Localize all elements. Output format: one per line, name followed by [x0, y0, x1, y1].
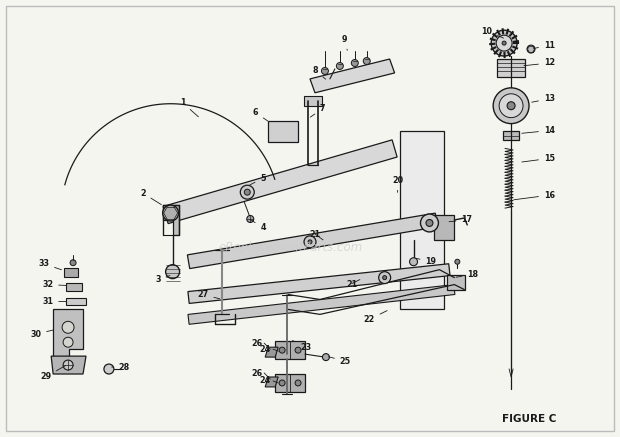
Circle shape [455, 259, 460, 264]
Bar [66, 298, 86, 305]
Text: 13: 13 [532, 94, 555, 103]
Circle shape [304, 236, 316, 248]
Circle shape [379, 272, 391, 284]
Circle shape [70, 260, 76, 266]
Text: 21: 21 [309, 230, 321, 239]
Polygon shape [400, 131, 445, 309]
Text: 7: 7 [311, 104, 326, 117]
Text: 23: 23 [293, 340, 311, 352]
Polygon shape [188, 264, 450, 303]
Circle shape [426, 219, 433, 226]
Text: 6: 6 [253, 108, 268, 121]
Circle shape [527, 45, 535, 53]
Text: 10: 10 [481, 27, 503, 38]
Circle shape [496, 35, 512, 51]
Polygon shape [435, 215, 454, 240]
Text: 9: 9 [342, 35, 348, 50]
Circle shape [352, 59, 358, 66]
Text: 26: 26 [251, 339, 262, 348]
Circle shape [363, 58, 370, 65]
Circle shape [244, 189, 250, 195]
Text: 5: 5 [250, 174, 266, 185]
Text: 12: 12 [524, 59, 555, 67]
Text: 8: 8 [312, 66, 326, 79]
Text: 27: 27 [197, 290, 219, 299]
Text: 18: 18 [456, 270, 479, 279]
Text: 21: 21 [346, 280, 357, 289]
Polygon shape [310, 59, 394, 93]
Circle shape [63, 337, 73, 347]
Text: 25: 25 [329, 357, 351, 366]
Text: 26: 26 [251, 368, 262, 378]
Bar [66, 283, 82, 291]
Circle shape [383, 276, 387, 280]
Text: 20: 20 [392, 176, 403, 192]
Polygon shape [51, 356, 86, 374]
Circle shape [162, 205, 179, 221]
Text: 1: 1 [180, 98, 198, 117]
Polygon shape [163, 140, 397, 224]
Text: eReplacementParts.com: eReplacementParts.com [218, 241, 362, 254]
Text: 16: 16 [514, 191, 555, 200]
Text: 19: 19 [416, 257, 436, 266]
Polygon shape [53, 309, 83, 364]
Bar [304, 96, 322, 106]
Circle shape [321, 67, 329, 74]
Circle shape [295, 347, 301, 353]
Circle shape [247, 215, 254, 222]
Polygon shape [275, 341, 305, 359]
Circle shape [410, 258, 417, 266]
Circle shape [295, 380, 301, 386]
Circle shape [63, 360, 73, 370]
Text: 11: 11 [534, 41, 555, 50]
Text: 33: 33 [38, 259, 61, 270]
Text: 2: 2 [140, 189, 161, 205]
Text: 32: 32 [42, 280, 66, 289]
Text: 29: 29 [40, 365, 66, 382]
Circle shape [499, 94, 523, 118]
Polygon shape [187, 213, 438, 269]
Circle shape [507, 102, 515, 110]
Circle shape [420, 214, 438, 232]
Circle shape [322, 354, 329, 361]
Text: 24: 24 [259, 376, 270, 385]
Circle shape [493, 88, 529, 124]
Text: 22: 22 [363, 311, 387, 324]
Circle shape [279, 380, 285, 386]
Polygon shape [275, 374, 305, 392]
Circle shape [241, 185, 254, 199]
Text: 4: 4 [250, 219, 266, 232]
Text: 17: 17 [449, 215, 472, 225]
Text: 24: 24 [259, 345, 270, 354]
Bar [268, 121, 298, 142]
Circle shape [62, 321, 74, 333]
Polygon shape [265, 377, 278, 387]
Text: 31: 31 [42, 297, 66, 306]
Polygon shape [188, 284, 455, 324]
Text: 15: 15 [522, 154, 555, 163]
Polygon shape [162, 205, 179, 235]
Circle shape [166, 265, 180, 279]
Circle shape [337, 62, 343, 69]
Bar [503, 131, 519, 141]
Text: 14: 14 [522, 126, 555, 135]
Polygon shape [265, 347, 278, 357]
Text: 28: 28 [112, 363, 130, 371]
Text: 30: 30 [30, 330, 53, 339]
Text: FIGURE C: FIGURE C [502, 414, 556, 424]
Circle shape [104, 364, 114, 374]
Bar [64, 268, 78, 277]
Circle shape [502, 41, 506, 45]
Bar [497, 59, 525, 77]
Circle shape [308, 240, 312, 244]
Text: 3: 3 [155, 275, 170, 284]
Circle shape [279, 347, 285, 353]
Bar [448, 274, 465, 290]
Circle shape [491, 30, 517, 56]
